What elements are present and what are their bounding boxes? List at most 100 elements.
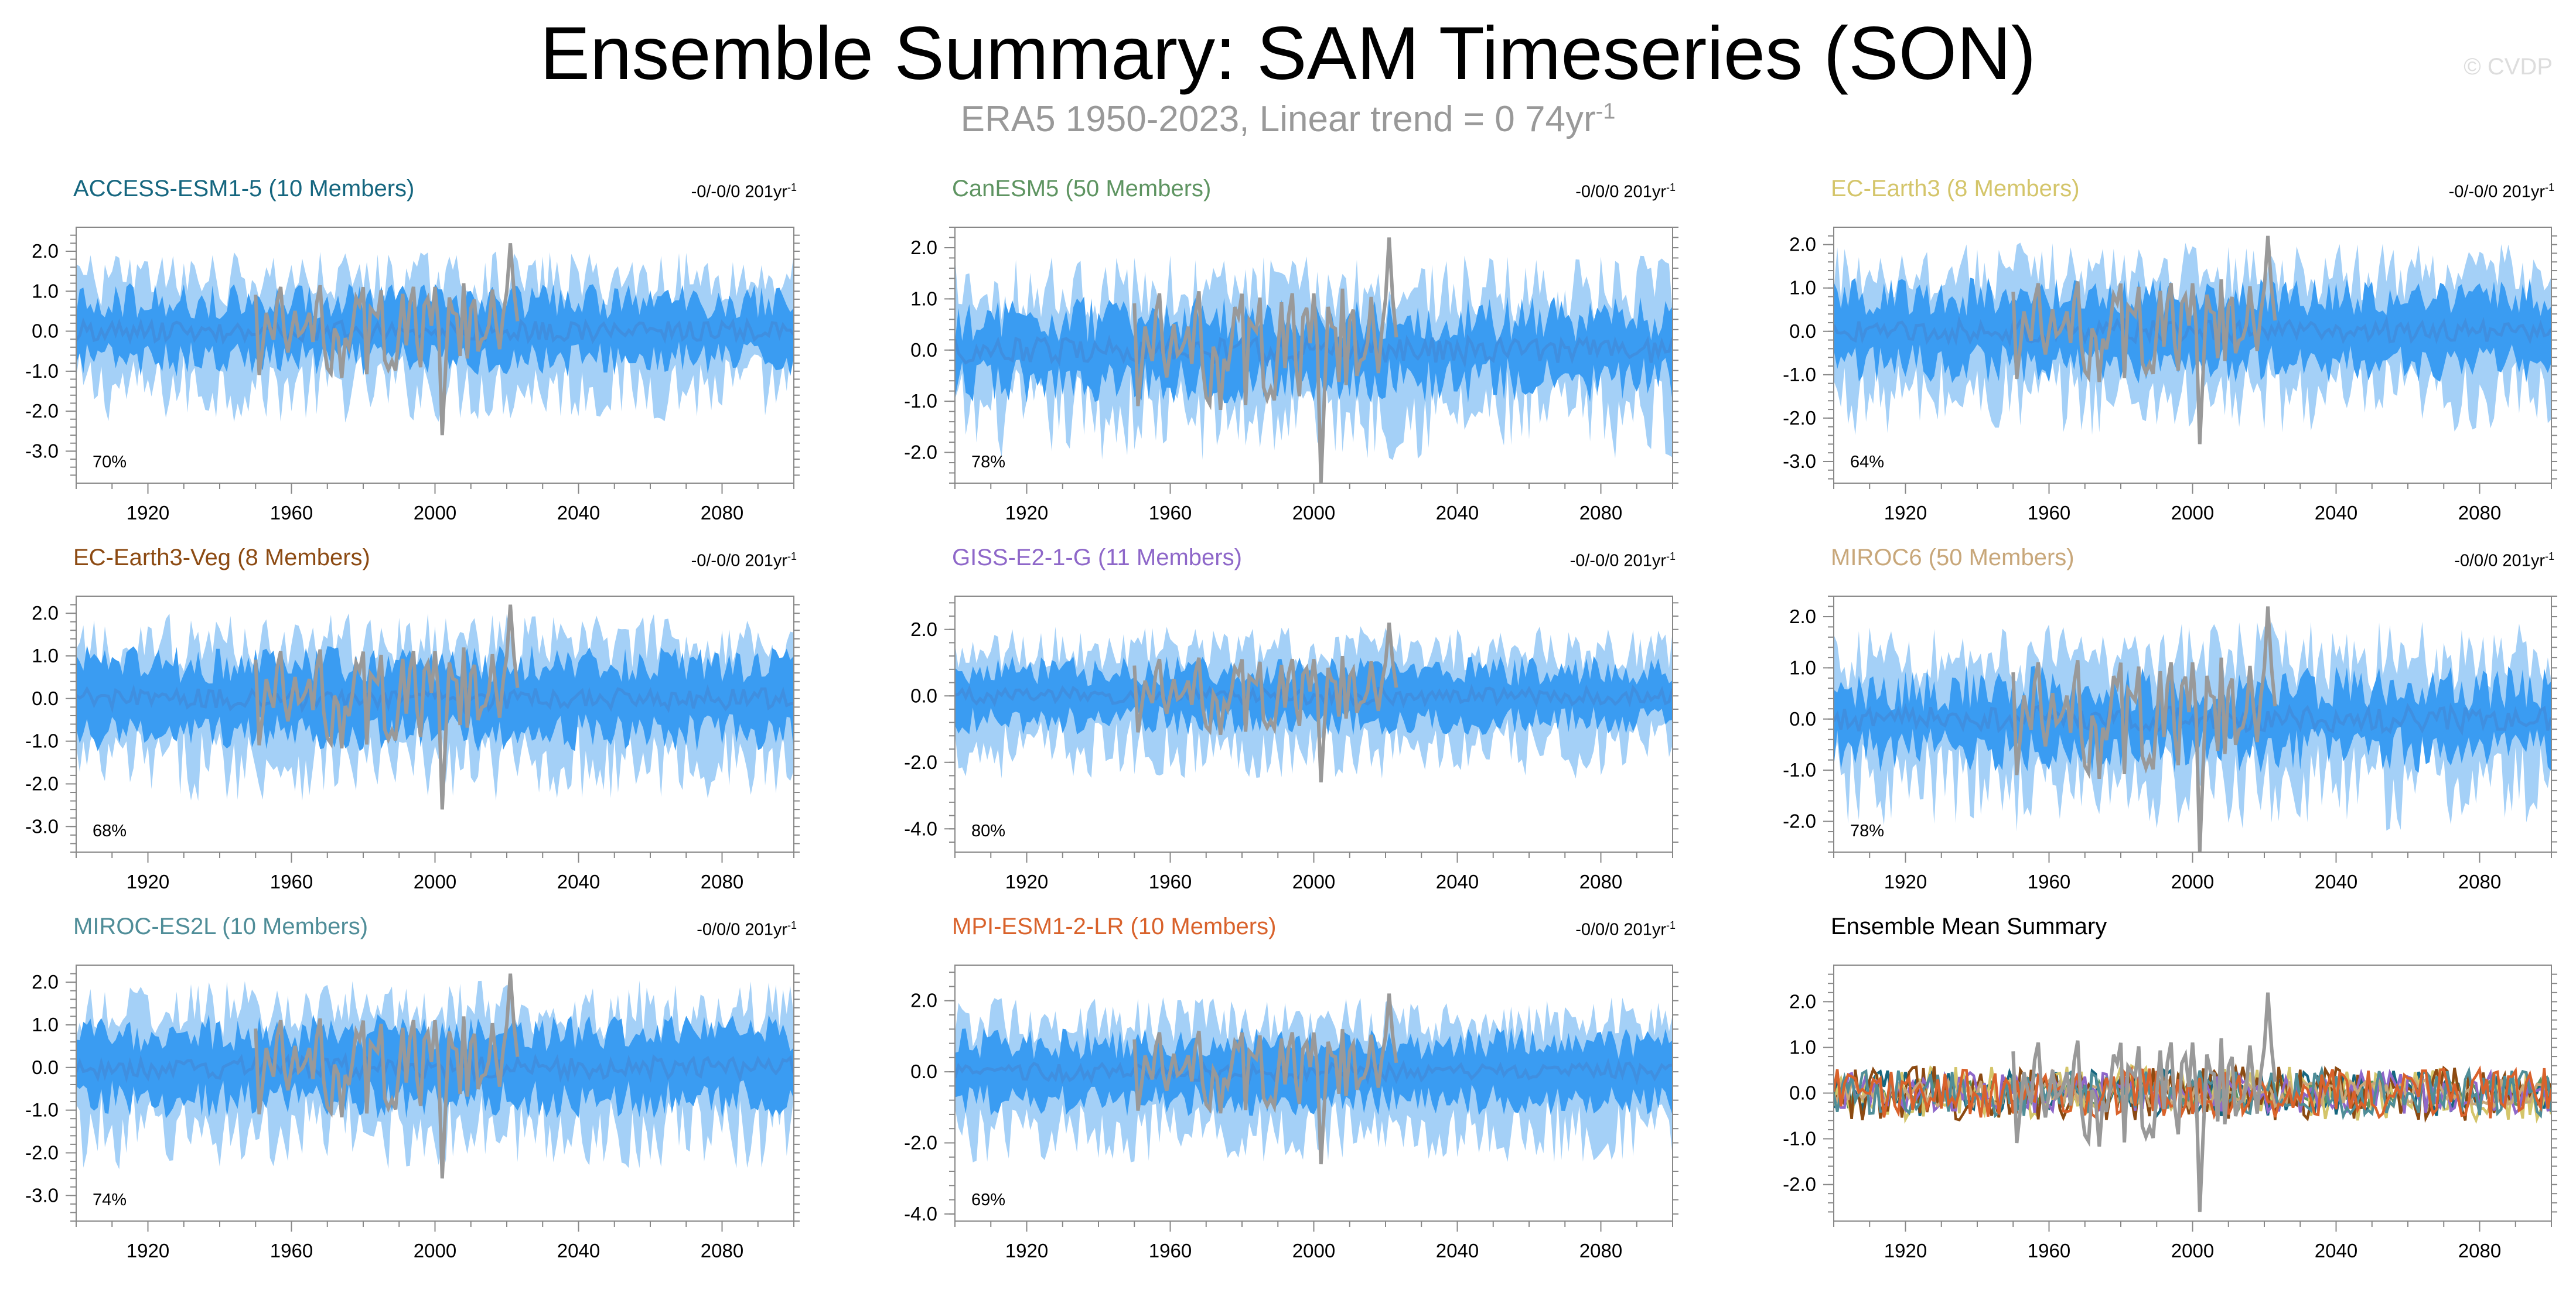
y-tick-label: -1.0 — [25, 1099, 59, 1121]
x-tick-label: 2040 — [2315, 502, 2357, 524]
chart-svg: 2.0 1.0 0.0 -1.0 -2.0 -3.0 1920 1960 2000 2040 208… — [25, 596, 800, 893]
ensemble-mean-line — [955, 332, 1673, 369]
ensemble-mean-line — [955, 1058, 1673, 1086]
x-tick-label: 2080 — [1579, 502, 1622, 524]
panel-title: MIROC6 (50 Members) — [1831, 545, 2075, 570]
trend-superscript: -1 — [787, 919, 797, 931]
y-tick-label: 2.0 — [910, 990, 937, 1011]
y-tick-label: 2.0 — [1789, 990, 1816, 1012]
ensemble-mean-series-8 — [1834, 1065, 2551, 1120]
ensemble-mean-line — [955, 683, 1673, 709]
y-tick-label: -2.0 — [904, 442, 937, 463]
x-tick-label: 1960 — [1149, 502, 1192, 524]
chart-panel-2: 2.0 1.0 0.0 -1.0 -2.0 1920 1960 2000 2040 2080 Can… — [879, 176, 1722, 551]
y-tick-label: 0.0 — [910, 685, 937, 706]
y-tick-label: 1.0 — [1789, 657, 1816, 678]
chart-panel-9: 2.0 1.0 0.0 -1.0 -2.0 1920 1960 2000 2040 2080 Ens… — [1758, 914, 2576, 1288]
y-tick-label: 2.0 — [1789, 234, 1816, 255]
x-tick-label: 2040 — [1436, 1240, 1479, 1261]
y-tick-label: 2.0 — [910, 618, 937, 640]
y-tick-label: -2.0 — [1783, 1174, 1816, 1195]
panel-trend-label: -0/0/0 201yr-1 — [1575, 919, 1676, 940]
x-tick-label: 1960 — [270, 1240, 313, 1261]
observation-line — [254, 243, 520, 436]
x-tick-label: 1920 — [1005, 871, 1048, 893]
trend-text: -0/-0/0 201yr — [1570, 551, 1666, 570]
x-tick-label: 2080 — [1579, 1240, 1622, 1261]
observation-line — [254, 604, 520, 810]
ensemble-mean-line — [1834, 315, 2551, 347]
y-tick-label: 2.0 — [910, 237, 937, 258]
ensemble-mean-series-7 — [1834, 1065, 2551, 1120]
y-tick-label: 1.0 — [1789, 1036, 1816, 1058]
panel-title: ACCESS-ESM1-5 (10 Members) — [73, 176, 415, 201]
chart-panel-4: 2.0 1.0 0.0 -1.0 -2.0 -3.0 1920 1960 2000 2040 208… — [0, 545, 844, 919]
x-tick-label: 2080 — [1579, 871, 1622, 893]
panel-percent-label: 70% — [93, 453, 127, 471]
y-tick-label: 1.0 — [32, 645, 59, 666]
y-tick-label: -2.0 — [25, 1141, 59, 1163]
trend-superscript: -1 — [787, 182, 797, 193]
chart-svg: 2.0 0.0 -2.0 -4.0 1920 1960 2000 2040 2080 — [904, 596, 1678, 893]
y-tick-label: 0.0 — [1789, 320, 1816, 342]
y-tick-label: 0.0 — [32, 320, 59, 342]
panel-title: GISS-E2-1-G (11 Members) — [952, 545, 1242, 570]
copyright-label: © CVDP — [2464, 54, 2553, 80]
x-tick-label: 2000 — [2171, 871, 2214, 893]
trend-superscript: -1 — [2544, 182, 2554, 193]
x-tick-label: 2040 — [1436, 871, 1479, 893]
panel-percent-label: 64% — [1850, 453, 1885, 471]
x-tick-label: 1960 — [270, 502, 313, 524]
observation-line — [1132, 623, 1398, 782]
x-tick-label: 2040 — [557, 1240, 600, 1261]
y-tick-label: 0.0 — [32, 688, 59, 709]
x-tick-label: 1920 — [1884, 871, 1927, 893]
y-tick-label: -2.0 — [25, 772, 59, 794]
x-tick-label: 1960 — [2028, 502, 2070, 524]
x-tick-label: 2080 — [701, 871, 743, 893]
y-tick-label: 2.0 — [32, 971, 59, 993]
panel-trend-label: -0/-0/0 201yr-1 — [691, 182, 797, 202]
y-tick-label: 0.0 — [910, 1061, 937, 1082]
panel-trend-label: -0/0/0 201yr-1 — [697, 919, 797, 940]
observation-line — [1132, 993, 1398, 1165]
y-tick-label: 1.0 — [32, 1014, 59, 1035]
panel-trend-label: -0/-0/0 201yr-1 — [1570, 551, 1676, 571]
chart-svg: 2.0 1.0 0.0 -1.0 -2.0 -3.0 1920 1960 2000 2040 208… — [25, 965, 800, 1261]
x-tick-label: 1920 — [1884, 1240, 1927, 1261]
ensemble-mean-line — [1834, 702, 2551, 736]
panel-percent-label: 68% — [93, 822, 127, 840]
panel-percent-label: 74% — [93, 1191, 127, 1209]
y-tick-label: -2.0 — [1783, 811, 1816, 832]
x-tick-label: 2040 — [557, 502, 600, 524]
panel-percent-label: 78% — [971, 453, 1006, 471]
chart-panel-6: 2.0 1.0 0.0 -1.0 -2.0 1920 1960 2000 2040 2080 MIR… — [1758, 545, 2576, 919]
x-tick-label: 2080 — [2458, 871, 2501, 893]
chart-svg: 2.0 1.0 0.0 -1.0 -2.0 -3.0 1920 1960 2000 2040 208… — [1783, 227, 2557, 524]
panel-title: EC-Earth3 (8 Members) — [1831, 176, 2080, 201]
panel-title: MIROC-ES2L (10 Members) — [73, 914, 369, 939]
y-tick-label: -4.0 — [904, 818, 937, 839]
y-tick-label: 2.0 — [32, 240, 59, 262]
x-tick-label: 1920 — [127, 502, 169, 524]
x-tick-label: 2040 — [2315, 871, 2357, 893]
x-tick-label: 2080 — [701, 1240, 743, 1261]
panel-trend-label: -0/0/0 201yr-1 — [2454, 551, 2554, 571]
x-tick-label: 2040 — [557, 871, 600, 893]
x-tick-label: 2000 — [1292, 1240, 1335, 1261]
trend-text: -0/-0/0 201yr — [691, 551, 787, 570]
y-tick-label: 2.0 — [32, 602, 59, 624]
ensemble-mean-line — [76, 683, 794, 714]
trend-text: -0/-0/0 201yr — [2448, 182, 2545, 201]
panel-trend-label: -0/-0/0 201yr-1 — [2449, 182, 2554, 202]
x-tick-label: 1960 — [2028, 1240, 2070, 1261]
y-tick-label: -3.0 — [25, 815, 59, 837]
trend-text: -0/0/0 201yr — [1575, 182, 1666, 201]
chart-svg: 2.0 1.0 0.0 -1.0 -2.0 1920 1960 2000 2040 2080 — [1783, 596, 2557, 893]
chart-panel-8: 2.0 0.0 -2.0 -4.0 1920 1960 2000 2040 2080 MPI-ES… — [879, 914, 1722, 1288]
y-tick-label: -3.0 — [25, 1184, 59, 1206]
x-tick-label: 2080 — [701, 502, 743, 524]
x-tick-label: 1960 — [1149, 871, 1192, 893]
panel-title: Ensemble Mean Summary — [1831, 914, 2107, 939]
x-tick-label: 1920 — [127, 871, 169, 893]
